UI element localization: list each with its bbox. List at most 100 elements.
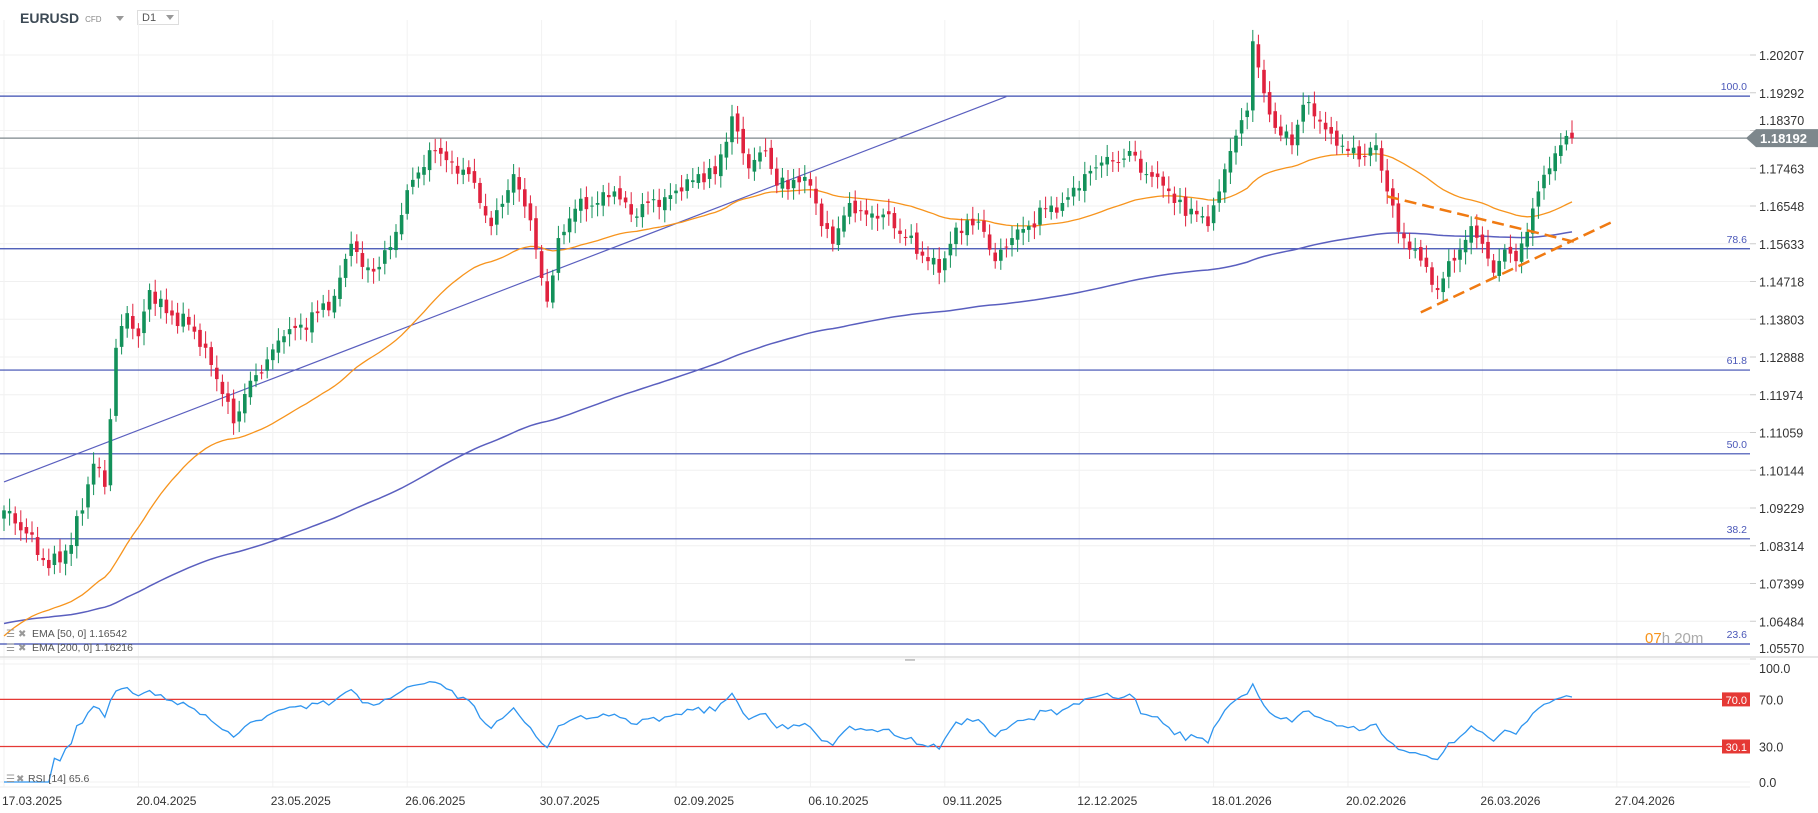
candle [405, 184, 409, 220]
candle [735, 105, 740, 144]
rsi-legend[interactable]: ☰ ✖ RSI [14] 65.6 [6, 773, 89, 785]
candle-body [388, 247, 393, 251]
candle [355, 234, 359, 264]
candle-body [612, 191, 617, 197]
symbol-selector[interactable]: EURUSD CFD [20, 8, 124, 28]
fib-level-label: 38.2 [1727, 524, 1748, 536]
candle-body [640, 204, 645, 218]
candle [1475, 214, 1479, 249]
candle-body [909, 235, 913, 238]
candle-body [915, 232, 919, 254]
candle [881, 208, 885, 230]
candle [343, 253, 348, 288]
candle-body [1071, 187, 1076, 197]
candle [1307, 95, 1311, 115]
ema200-legend[interactable]: ☰ ✖ EMA [200, 0] 1.16216 [6, 642, 133, 654]
candle [579, 188, 583, 223]
candle-body [1273, 111, 1277, 128]
candle [898, 218, 902, 244]
candle-body [1374, 145, 1378, 151]
rsi-label: RSI [14] 65.6 [28, 773, 89, 785]
rising-trendline[interactable] [3, 95, 1007, 483]
candle-body [1150, 172, 1154, 177]
candle [1553, 145, 1557, 181]
candle [691, 168, 695, 188]
candle [1284, 124, 1289, 146]
candle-body [1402, 233, 1406, 239]
close-icon[interactable]: ✖ [16, 774, 24, 785]
candle-body [164, 299, 169, 314]
candle [528, 195, 533, 231]
candle [707, 158, 712, 189]
candle [674, 184, 678, 204]
candle-body [58, 551, 62, 563]
triangle-upper-line[interactable] [1386, 195, 1578, 244]
timeframe-dropdown[interactable]: D1 [137, 10, 179, 25]
candle-body [131, 316, 135, 329]
candle [1385, 158, 1389, 204]
settings-icon[interactable]: ☰ [6, 629, 15, 640]
candle [836, 216, 841, 251]
candle [545, 268, 549, 308]
candle-body [976, 221, 981, 223]
candle-body [1531, 208, 1535, 234]
last-price-label: 1.18192 [1760, 131, 1807, 146]
candle-body [1111, 160, 1115, 162]
candle-body [668, 195, 673, 200]
candle [786, 170, 790, 200]
candle [35, 526, 40, 561]
candle-body [646, 201, 650, 203]
price-tick-label: 1.08314 [1759, 540, 1804, 554]
candle-body [730, 116, 734, 143]
candle-body [427, 150, 432, 171]
candle-body [931, 257, 936, 265]
candle-body [1195, 210, 1199, 215]
candle [181, 302, 185, 333]
candle-body [1234, 135, 1238, 153]
candle [1183, 187, 1188, 227]
date-tick-label: 30.07.2025 [540, 794, 600, 808]
candle-body [1463, 239, 1468, 253]
candle-body [1553, 153, 1557, 172]
candle [1497, 248, 1501, 282]
candle-body [220, 381, 225, 395]
candle [965, 213, 969, 246]
candle [1055, 196, 1059, 219]
candle [1447, 249, 1451, 289]
ema50-legend[interactable]: ☰ ✖ EMA [50, 0] 1.16542 [6, 628, 127, 640]
candle-body [623, 197, 628, 203]
candle-body [892, 213, 897, 229]
candle-body [1335, 130, 1339, 146]
candle-body [735, 113, 740, 132]
candle-body [1200, 216, 1205, 218]
candle-body [237, 411, 241, 422]
ema200-label: EMA [200, 0] 1.16216 [32, 642, 133, 654]
settings-icon[interactable]: ☰ [6, 643, 15, 654]
candle-body [1043, 208, 1048, 210]
candle [24, 518, 29, 543]
candle-body [355, 241, 359, 252]
candle [1564, 130, 1569, 151]
close-icon[interactable]: ✖ [18, 643, 26, 654]
candle-body [1189, 208, 1193, 215]
candle-body [495, 210, 499, 225]
candle [366, 258, 370, 283]
date-tick-label: 09.11.2025 [943, 794, 1002, 808]
candle [58, 539, 62, 573]
price-tick-label: 1.15633 [1759, 238, 1804, 252]
candle [472, 158, 477, 189]
candle-body [1116, 161, 1121, 163]
settings-icon[interactable]: ☰ [6, 774, 15, 785]
candle-body [629, 204, 633, 215]
rsi-tick-label: 100.0 [1759, 662, 1790, 676]
candle [1043, 196, 1048, 219]
close-icon[interactable]: ✖ [18, 629, 26, 640]
candle-body [271, 349, 275, 361]
candle [741, 116, 745, 165]
candle-body [265, 359, 269, 371]
candle [1273, 102, 1277, 134]
candle-body [1206, 216, 1210, 227]
candle [1150, 165, 1154, 188]
candle-body [881, 214, 885, 218]
